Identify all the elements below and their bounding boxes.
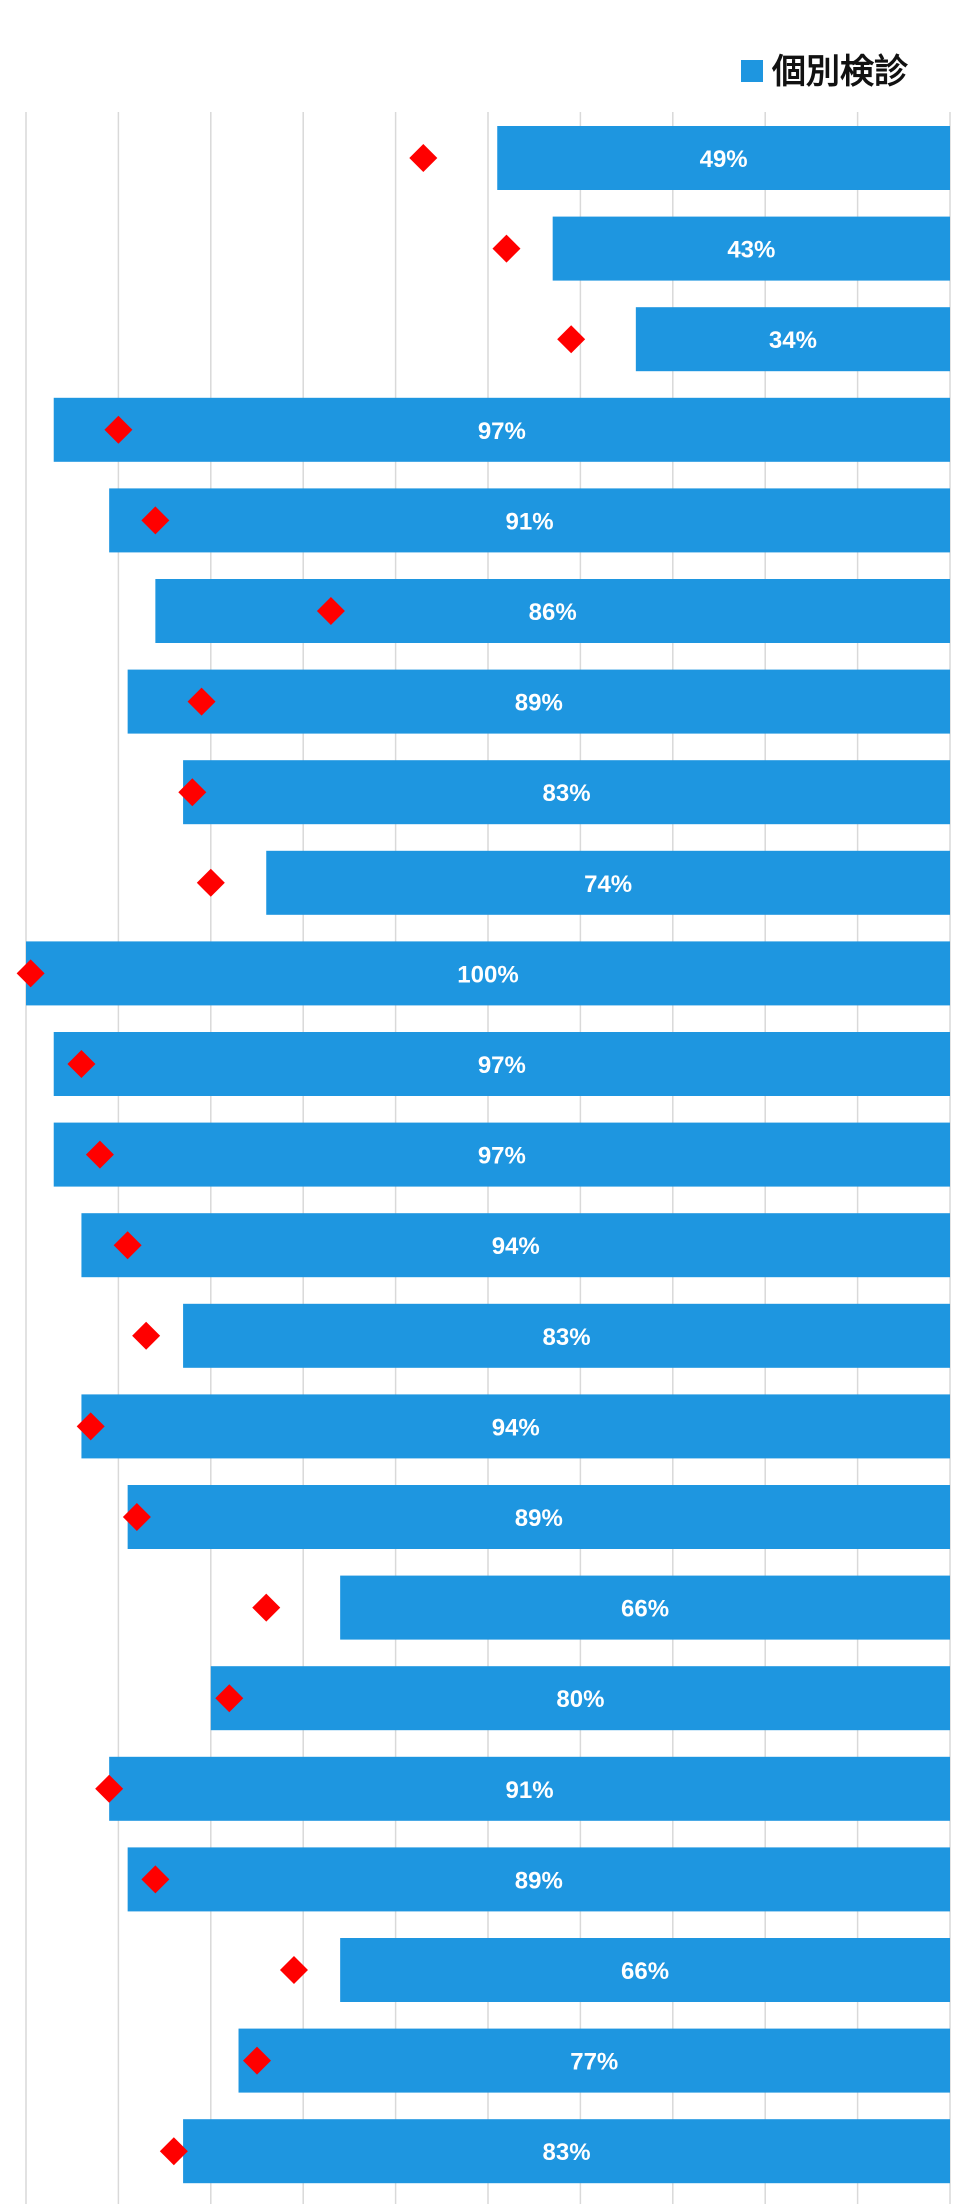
diamond-marker	[557, 325, 586, 354]
bar-value-label: 66%	[621, 1596, 669, 1623]
bar	[26, 941, 950, 1006]
diamond-marker	[16, 959, 45, 988]
bar-value-label: 66%	[621, 1958, 669, 1985]
bars-group	[26, 126, 951, 2184]
diamond-marker	[122, 1503, 151, 1531]
bar-value-label: 91%	[506, 508, 554, 535]
legend-swatch	[741, 60, 763, 82]
diamond-marker	[113, 1231, 142, 1260]
diamond-marker	[132, 1321, 161, 1350]
bar-value-label: 97%	[478, 1052, 526, 1079]
bar-value-label: 94%	[492, 1233, 540, 1260]
bar	[155, 579, 951, 643]
bar	[53, 1032, 951, 1096]
bar	[127, 1485, 950, 1549]
diamond-marker	[492, 234, 521, 263]
diamond-marker	[316, 597, 345, 625]
bar-value-label: 89%	[515, 1505, 563, 1532]
bar-value-label: 83%	[543, 780, 591, 807]
diamond-marker	[85, 1140, 114, 1169]
bar	[81, 1394, 950, 1459]
bar-value-label: 43%	[727, 237, 775, 264]
bar-labels-group: 49% 43% 34% 97% 91% 86% 89% 83% 74% 100% 97% 97% 94%…	[457, 146, 817, 2166]
bar	[183, 2119, 950, 2184]
diamond-marker	[178, 778, 207, 807]
diamond-marker	[141, 506, 170, 535]
bar-value-label: 49%	[700, 146, 748, 173]
diamond-marker	[252, 1593, 281, 1622]
diamond-marker	[215, 1684, 244, 1713]
diamond-marker	[67, 1050, 96, 1078]
bar	[183, 1303, 950, 1368]
bar	[53, 1122, 951, 1187]
bar-value-label: 80%	[556, 1686, 604, 1713]
bar-value-label: 89%	[515, 1867, 563, 1894]
diamond-marker	[279, 1956, 308, 1984]
legend-label: 個別検診	[771, 52, 909, 92]
markers-group	[16, 144, 586, 2166]
bar	[109, 488, 950, 553]
bar-value-label: 83%	[543, 1324, 591, 1351]
bar	[210, 1666, 951, 1731]
bar	[109, 1756, 950, 1821]
bar-value-label: 94%	[492, 1414, 540, 1441]
bar	[552, 216, 950, 281]
diamond-marker	[243, 2046, 271, 2075]
bar	[340, 1938, 950, 2002]
bar	[81, 1213, 950, 1278]
bar	[340, 1575, 950, 1640]
bar-value-label: 77%	[570, 2049, 618, 2076]
bar	[238, 2028, 950, 2093]
bar	[127, 669, 950, 734]
bar-value-label: 100%	[457, 961, 518, 988]
bar	[497, 126, 950, 190]
diamond-marker	[159, 2137, 188, 2166]
bar-value-label: 86%	[529, 599, 577, 626]
diamond-marker	[76, 1412, 105, 1441]
bar-value-label: 97%	[478, 418, 526, 445]
bar	[53, 397, 951, 462]
bar	[266, 850, 950, 915]
bar-value-label: 89%	[515, 690, 563, 717]
bar-value-label: 74%	[584, 871, 632, 898]
bar-value-label: 91%	[506, 1777, 554, 1804]
bar-value-label: 83%	[543, 2139, 591, 2166]
diamond-marker	[409, 144, 438, 172]
diamond-marker	[187, 687, 216, 716]
bar-value-label: 34%	[769, 327, 817, 354]
bar	[127, 1847, 950, 1912]
bar	[635, 307, 950, 372]
diamond-marker	[95, 1774, 124, 1803]
bar	[183, 760, 950, 825]
bar-value-label: 97%	[478, 1143, 526, 1170]
legend: 個別検診	[741, 52, 909, 92]
diamond-marker	[141, 1865, 170, 1894]
diamond-marker	[104, 415, 133, 444]
diamond-marker	[196, 868, 225, 897]
